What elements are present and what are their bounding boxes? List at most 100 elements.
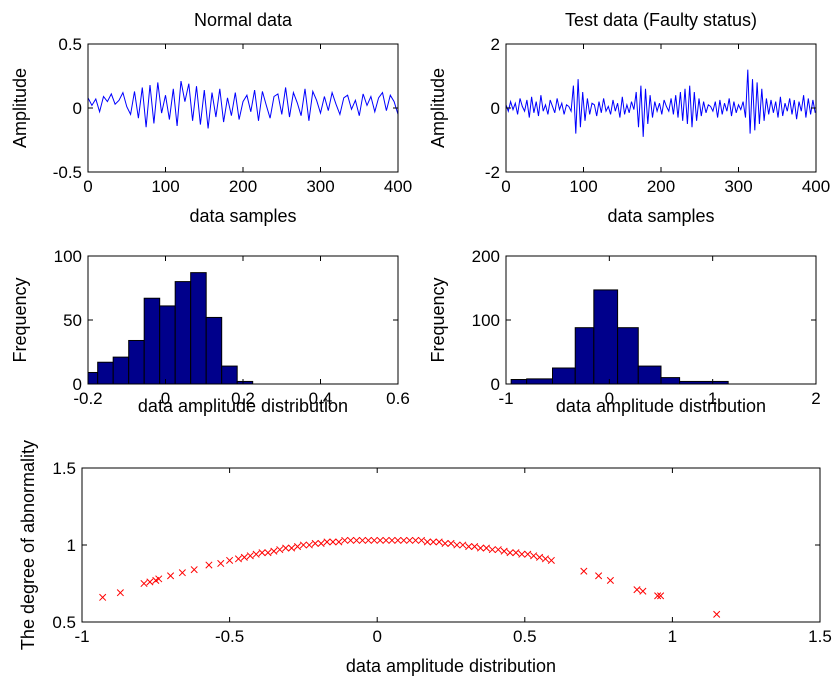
x-tick-label: 200 xyxy=(647,177,675,196)
scatter-point xyxy=(512,549,520,557)
y-tick-label: 0 xyxy=(73,375,82,394)
scatter-point xyxy=(116,589,124,597)
scatter-point xyxy=(657,592,665,600)
y-tick-label: 0 xyxy=(491,375,500,394)
scatter-point xyxy=(530,552,538,560)
scatter-point xyxy=(388,536,396,544)
y-axis-label: Frequency xyxy=(10,277,30,362)
scatter-point xyxy=(654,592,662,600)
scatter-point xyxy=(506,549,514,557)
scatter-point xyxy=(264,549,272,557)
scatter-point xyxy=(459,541,467,549)
scatter-point xyxy=(270,547,278,555)
scatter-point xyxy=(580,567,588,575)
scatter-point xyxy=(400,536,408,544)
scatter-point xyxy=(376,536,384,544)
x-tick-label: -1 xyxy=(498,389,513,408)
scatter-point xyxy=(471,542,479,551)
scatter-point xyxy=(364,536,372,544)
histogram-bar xyxy=(143,297,161,385)
scatter-point xyxy=(190,566,198,574)
y-tick-label: 100 xyxy=(54,247,82,266)
scatter-point xyxy=(299,541,307,549)
scatter-point xyxy=(329,538,337,546)
scatter-point xyxy=(352,536,361,544)
x-tick-label: -0.5 xyxy=(215,627,244,646)
scatter-point xyxy=(494,546,502,554)
panel-title: Test data (Faulty status) xyxy=(565,10,757,30)
scatter-point xyxy=(476,544,485,552)
scatter-point xyxy=(282,544,290,552)
x-tick-label: 1 xyxy=(668,627,677,646)
histogram-bar xyxy=(617,327,639,385)
scatter-point xyxy=(547,556,555,564)
x-axis-label: data amplitude distribution xyxy=(346,656,556,676)
x-tick-label: 200 xyxy=(229,177,257,196)
histogram-bar xyxy=(221,365,238,385)
y-tick-label: 50 xyxy=(63,311,82,330)
y-axis-label: Amplitude xyxy=(10,68,30,148)
y-tick-label: 200 xyxy=(472,247,500,266)
scatter-point xyxy=(335,538,343,546)
histogram-bar xyxy=(552,367,576,385)
y-tick-label: 0.5 xyxy=(52,613,76,632)
scatter-point xyxy=(240,553,248,561)
scatter-point xyxy=(488,546,496,554)
scatter-point xyxy=(394,536,402,544)
y-tick-label: 0.5 xyxy=(58,35,82,54)
histogram-bar xyxy=(574,327,595,385)
x-axis-label: data amplitude distribution xyxy=(138,396,348,416)
scatter-point xyxy=(423,538,431,546)
y-tick-label: -0.5 xyxy=(53,163,82,182)
x-tick-label: 300 xyxy=(306,177,334,196)
x-axis-label: data samples xyxy=(189,206,296,226)
x-tick-label: 0.6 xyxy=(386,389,410,408)
x-axis-label: data samples xyxy=(607,206,714,226)
histogram-bar xyxy=(97,361,114,385)
scatter-point xyxy=(226,556,234,564)
x-tick-label: 1 xyxy=(708,389,717,408)
scatter-point xyxy=(465,542,473,551)
x-tick-label: 400 xyxy=(802,177,830,196)
y-tick-label: 0 xyxy=(491,99,500,118)
scatter-point xyxy=(595,572,603,580)
x-tick-label: 100 xyxy=(569,177,597,196)
scatter-point xyxy=(276,546,284,554)
x-tick-label: 100 xyxy=(151,177,179,196)
scatter-point xyxy=(258,549,266,557)
scatter-point xyxy=(441,539,449,548)
scatter-point xyxy=(323,538,331,546)
histogram-bar xyxy=(87,371,99,385)
scatter-point xyxy=(500,547,508,555)
y-tick-label: 1.5 xyxy=(52,459,76,478)
histogram-bar xyxy=(190,272,207,385)
scatter-point xyxy=(524,550,532,558)
scatter-point xyxy=(536,553,544,561)
scatter-point xyxy=(447,539,455,548)
y-axis-label: Frequency xyxy=(428,277,448,362)
scatter-point xyxy=(406,536,414,544)
scatter-point xyxy=(435,538,443,546)
scatter-point xyxy=(311,539,319,548)
y-tick-label: 0 xyxy=(73,99,82,118)
x-tick-label: 0 xyxy=(161,389,170,408)
x-tick-label: 0.5 xyxy=(513,627,537,646)
y-axis-label: The degree of abnormality xyxy=(18,440,38,650)
scatter-point xyxy=(234,555,243,563)
histogram-bar xyxy=(637,365,662,385)
histogram-bar xyxy=(205,316,223,385)
scatter-point xyxy=(178,569,186,577)
x-tick-label: 0 xyxy=(83,177,92,196)
scatter-point xyxy=(639,587,647,595)
y-tick-label: 1 xyxy=(67,536,76,555)
scatter-point xyxy=(217,559,225,568)
scatter-point xyxy=(453,541,461,549)
scatter-point xyxy=(341,536,349,544)
x-axis-label: data amplitude distribution xyxy=(556,396,766,416)
series-line xyxy=(505,69,816,137)
x-tick-label: 300 xyxy=(724,177,752,196)
